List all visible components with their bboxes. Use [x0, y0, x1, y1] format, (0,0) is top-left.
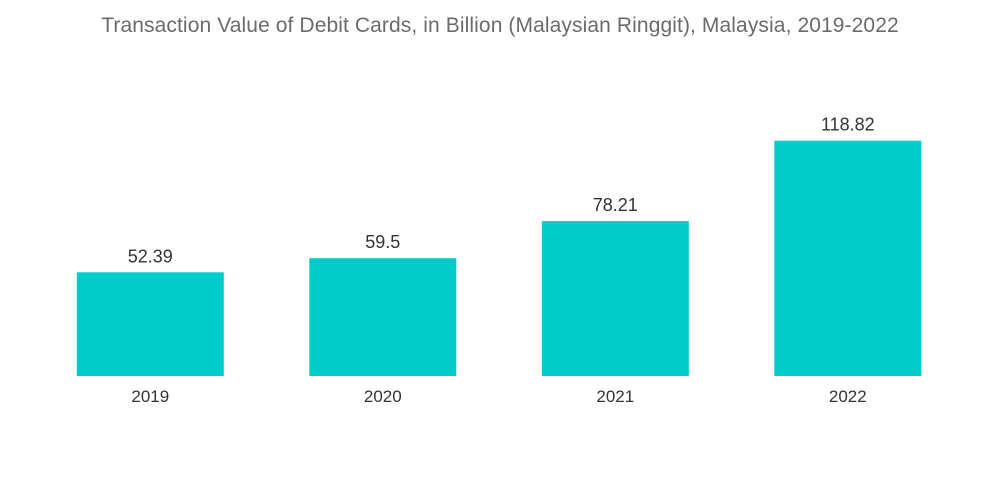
x-tick-label-group: 2019 2020 2021 2022 — [131, 387, 866, 406]
bar-group — [76, 140, 922, 376]
data-label-group: 52.39 59.5 78.21 118.82 — [128, 115, 875, 267]
data-label-2020: 59.5 — [365, 232, 400, 252]
bar-2022 — [774, 140, 922, 376]
x-tick-label-2022: 2022 — [829, 387, 867, 406]
data-label-2021: 78.21 — [593, 195, 638, 215]
data-label-2019: 52.39 — [128, 246, 173, 266]
chart-title: Transaction Value of Debit Cards, in Bil… — [101, 14, 899, 37]
bar-2020 — [309, 258, 457, 376]
x-tick-label-2021: 2021 — [596, 387, 634, 406]
x-tick-label-2019: 2019 — [131, 387, 169, 406]
bar-2019 — [76, 272, 224, 376]
x-tick-label-2020: 2020 — [364, 387, 402, 406]
data-label-2022: 118.82 — [821, 115, 875, 135]
bar-2021 — [541, 221, 689, 376]
